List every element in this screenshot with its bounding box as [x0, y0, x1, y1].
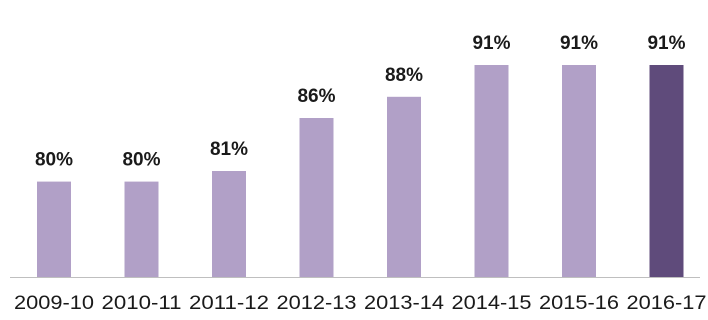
x-tick-label-2016-17: 2016-17	[627, 293, 707, 314]
x-tick-label-2010-11: 2010-11	[102, 293, 182, 314]
x-tick-label-2011-12: 2011-12	[189, 293, 269, 314]
bar-2015-16	[562, 65, 596, 277]
data-label-2014-15: 91%	[472, 33, 510, 54]
x-tick-label-2015-16: 2015-16	[539, 293, 619, 314]
data-label-2012-13: 86%	[297, 86, 335, 107]
bar-2016-17	[649, 65, 684, 277]
x-tick-label-2014-15: 2014-15	[452, 293, 532, 314]
x-tick-label-group: 2009-10 2010-11 2011-12 2012-13 2013-14 2014-…	[14, 293, 707, 314]
bar-group	[37, 65, 684, 277]
x-tick-label-2012-13: 2012-13	[277, 293, 357, 314]
bar-2014-15	[474, 65, 509, 277]
bar-2011-12	[212, 171, 246, 277]
bar-2010-11	[124, 181, 159, 277]
bar-2013-14	[387, 96, 421, 277]
x-tick-label-2013-14: 2013-14	[364, 293, 444, 314]
data-label-2016-17: 91%	[647, 33, 685, 54]
bar-2012-13	[299, 118, 334, 277]
data-label-2009-10: 80%	[35, 150, 73, 171]
data-label-2011-12: 81%	[210, 139, 248, 160]
bar-2009-10	[37, 181, 71, 277]
data-label-group: 80% 80% 81% 86% 88% 91% 91% 91%	[35, 33, 686, 171]
data-label-2013-14: 88%	[385, 65, 423, 86]
data-label-2015-16: 91%	[560, 33, 598, 54]
data-label-2010-11: 80%	[122, 150, 160, 171]
x-tick-label-2009-10: 2009-10	[14, 293, 94, 314]
